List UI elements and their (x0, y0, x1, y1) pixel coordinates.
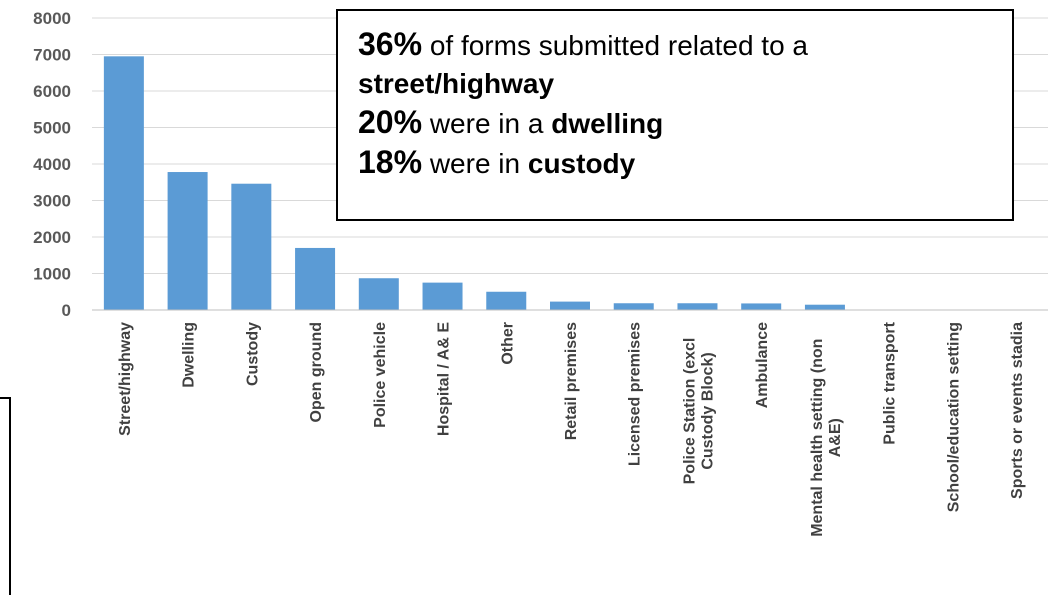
callout-line-1: 36% of forms submitted related to a (358, 25, 994, 65)
bar-ambulance (741, 303, 782, 310)
callout-line-3: 20% were in a dwelling (358, 103, 994, 143)
bar-custody (231, 183, 272, 310)
x-tick-label-licensed-premises: Licensed premises (627, 322, 644, 466)
partial-box-outline (0, 397, 11, 595)
y-tick-label-2000: 2000 (33, 228, 71, 247)
x-axis-ticks: Street/highway Dwelling Custody Open ground… (117, 321, 1026, 536)
bar-police-vehicle (358, 278, 399, 310)
x-tick-label-school-education-setting: School/education setting (945, 322, 962, 512)
x-tick-label-public-transport: Public transport (882, 321, 899, 444)
x-tick-label-other: Other (499, 322, 516, 365)
y-tick-label-5000: 5000 (33, 119, 71, 138)
x-tick-label-open-ground: Open ground (308, 322, 325, 422)
y-tick-label-1000: 1000 (33, 265, 71, 284)
x-tick-label-ambulance: Ambulance (754, 322, 771, 408)
callout-line-4: 18% were in custody (358, 143, 994, 183)
callout-percent-custody: 18% (358, 144, 423, 180)
callout-dwelling: dwelling (551, 108, 664, 139)
callout-box: 36% of forms submitted related to a stre… (336, 9, 1014, 221)
x-tick-label-police-vehicle: Police vehicle (372, 322, 389, 428)
x-tick-label-custody: Custody (244, 322, 261, 386)
bar-other (486, 291, 527, 310)
x-tick-label-mental-health-setting-non-a-e: Mental health setting (nonA&E) (809, 339, 844, 537)
y-tick-label-0: 0 (62, 301, 71, 320)
bars (103, 56, 845, 311)
callout-custody: custody (527, 148, 636, 179)
y-axis-ticks: 0 1000 2000 3000 4000 5000 6000 7000 8000 (33, 9, 71, 320)
y-tick-label-7000: 7000 (33, 46, 71, 65)
x-tick-label-dwelling: Dwelling (181, 322, 198, 388)
bar-street-highway (103, 56, 144, 311)
x-tick-label-hospital-a-e: Hospital / A& E (436, 322, 453, 436)
y-tick-label-8000: 8000 (33, 9, 71, 28)
callout-line-2: street/highway (358, 65, 994, 103)
bar-hospital-a-e (422, 282, 463, 310)
bar-open-ground (295, 247, 336, 310)
bar-police-station-excl-custody-block (677, 303, 718, 310)
x-tick-label-sports-or-events-stadia: Sports or events stadia (1009, 322, 1026, 499)
callout-percent-street: 36% (358, 26, 423, 62)
callout-text-4: were in (422, 148, 528, 179)
callout-street-highway: street/highway (358, 68, 555, 99)
callout-text-3: were in a (422, 108, 552, 139)
y-tick-label-4000: 4000 (33, 155, 71, 174)
callout-percent-dwelling: 20% (358, 104, 423, 140)
bar-dwelling (167, 172, 208, 310)
x-tick-label-retail-premises: Retail premises (563, 322, 580, 440)
x-tick-label-street-highway: Street/highway (117, 322, 134, 436)
y-tick-label-3000: 3000 (33, 192, 71, 211)
x-tick-label-police-station-excl-custody-block: Police Station (exclCustody Block) (681, 338, 716, 485)
callout-text-1: of forms submitted related to a (422, 30, 809, 61)
bar-licensed-premises (613, 303, 654, 310)
bar-retail-premises (550, 301, 590, 310)
bar-mental-health-setting-non-a-e (804, 304, 845, 310)
y-tick-label-6000: 6000 (33, 82, 71, 101)
